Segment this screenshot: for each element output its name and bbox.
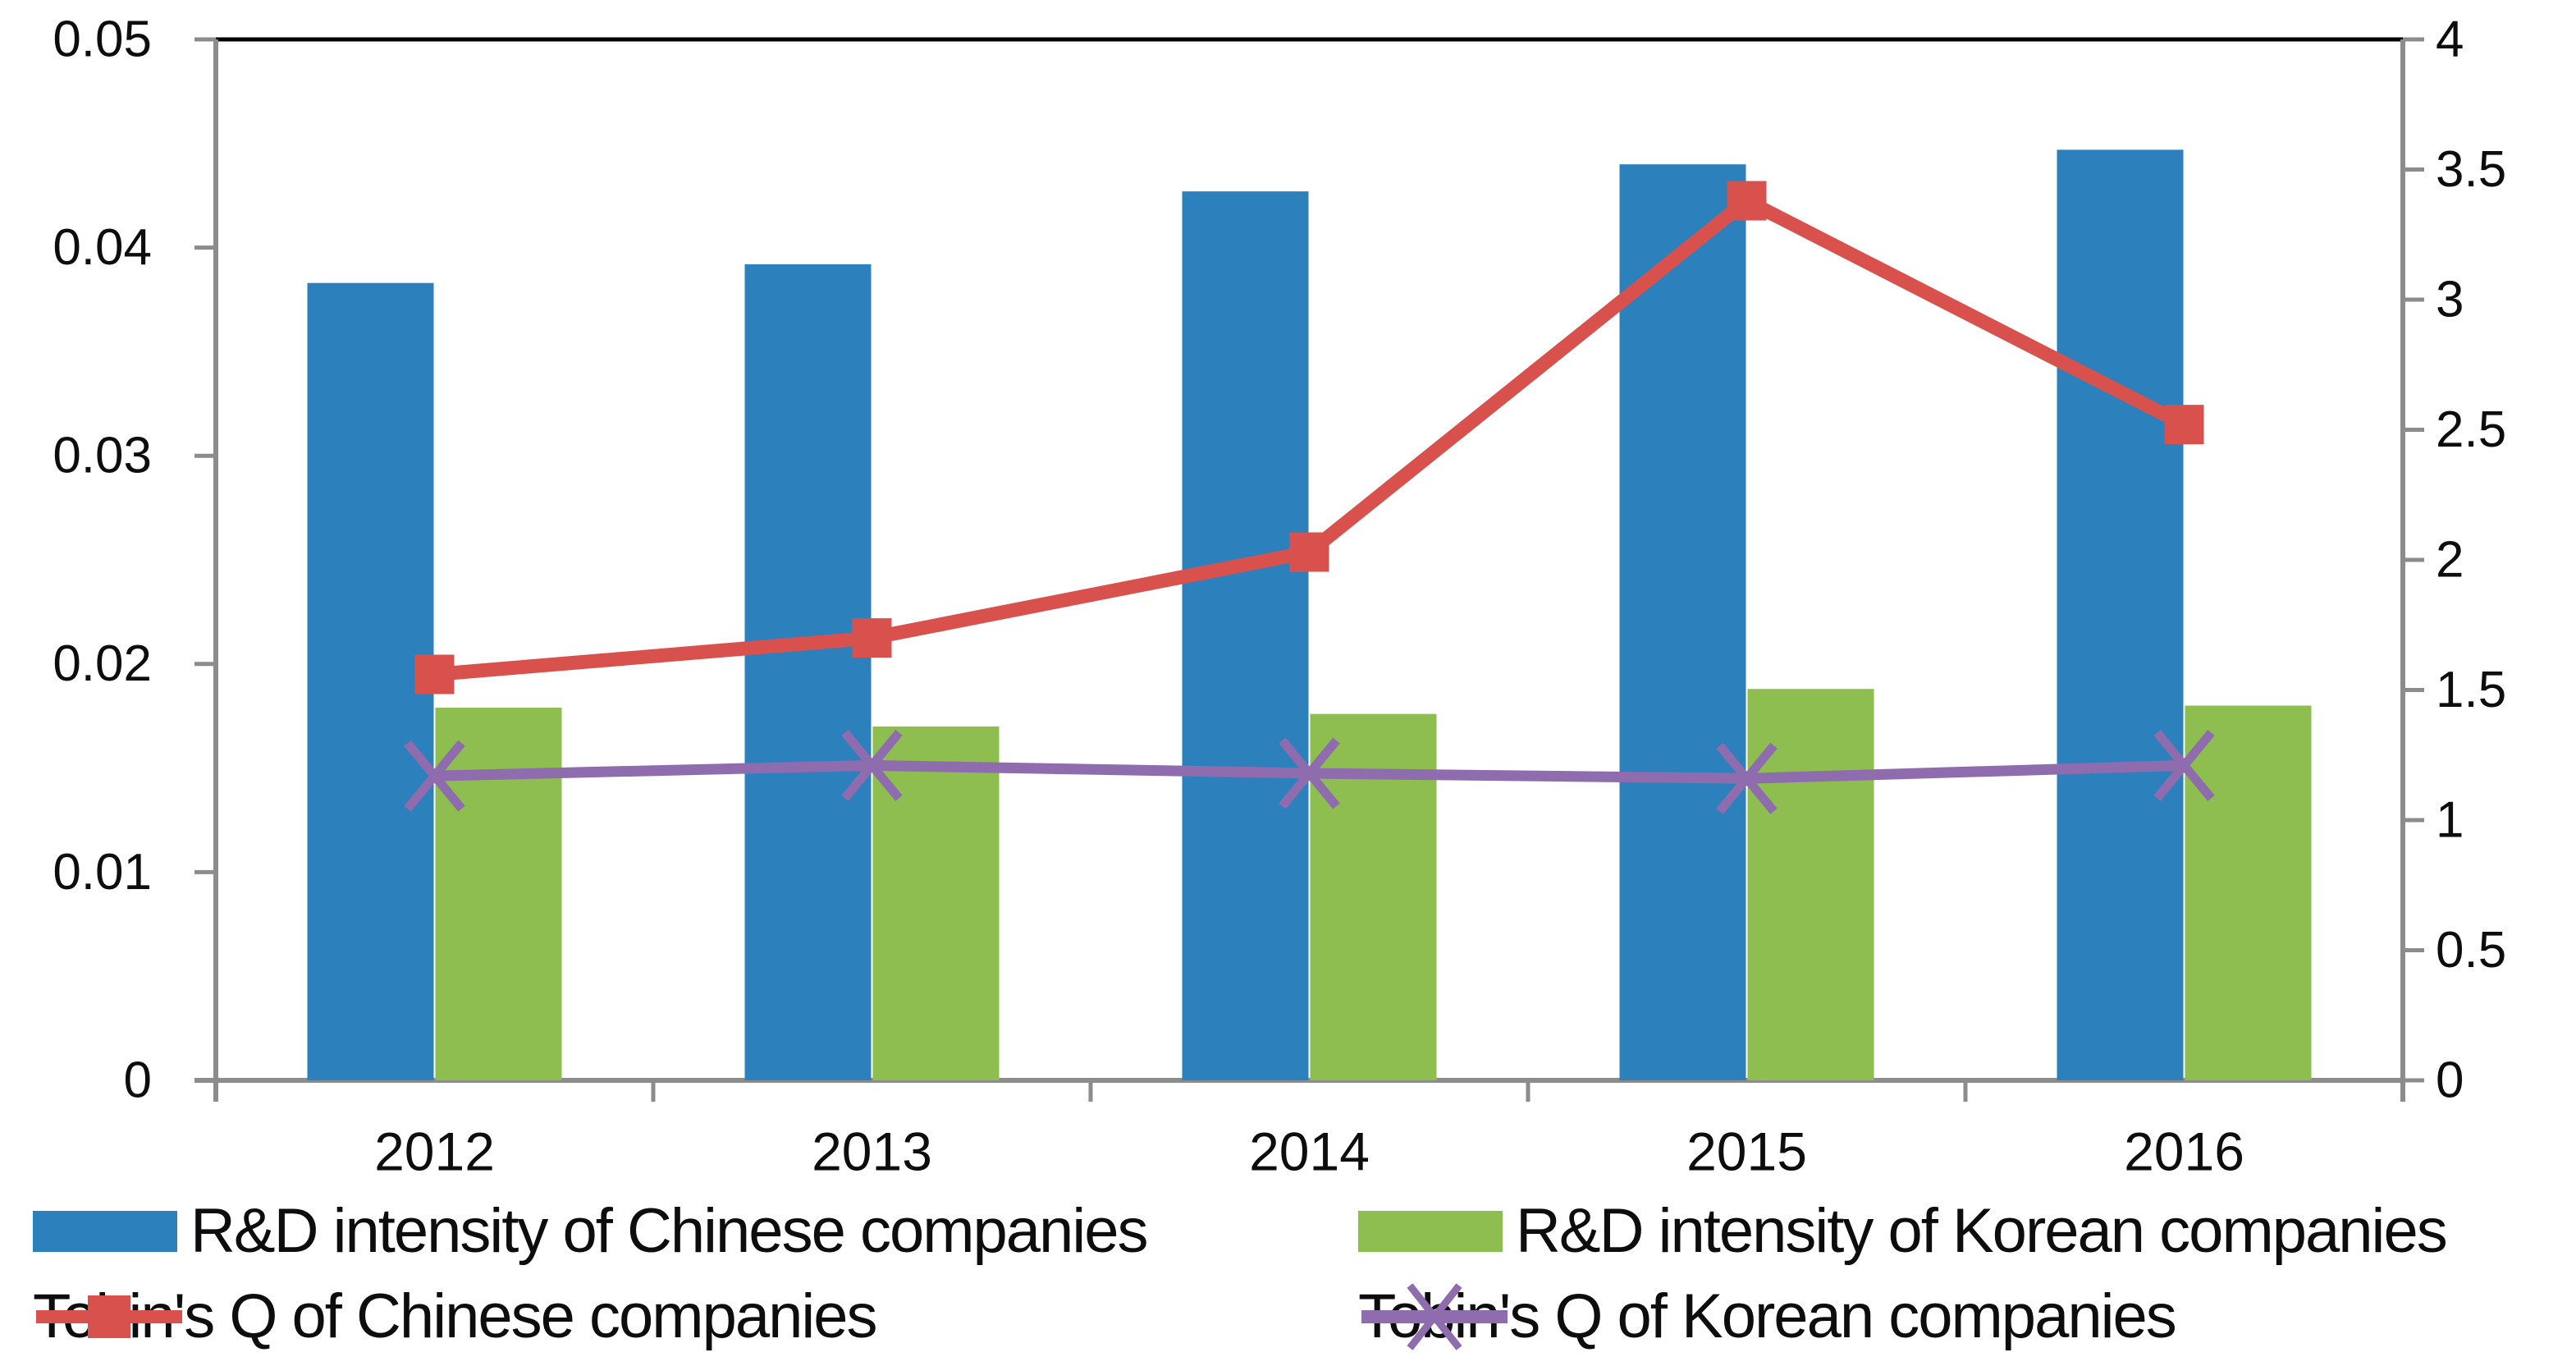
marker-tobin-s-q-of-chinese-companies-2012 (414, 654, 455, 695)
left-axis-tick-label: 0.04 (53, 219, 152, 276)
marker-tobin-s-q-of-chinese-companies-2014 (1289, 532, 1329, 572)
marker-tobin-s-q-of-korean-companies-2015 (1716, 742, 1778, 814)
x-axis-category-label: 2015 (1686, 1121, 1807, 1181)
right-axis-tick-label: 0 (2436, 1052, 2464, 1108)
right-axis-tick-label: 3.5 (2436, 141, 2506, 198)
legend-label-rnd-korean: R&D intensity of Korean companies (1516, 1196, 2448, 1266)
bar-r-d-intensity-of-chinese-companies-2013 (744, 264, 872, 1080)
x-axis-category-label: 2016 (2124, 1121, 2244, 1181)
legend-swatch-purple-line-x-marker (1361, 1283, 1508, 1350)
left-axis-tick-label: 0.02 (53, 635, 152, 692)
right-axis-tick-label: 4 (2436, 11, 2464, 67)
right-axis-tick-label: 1 (2436, 791, 2464, 848)
legend-x-marker (1407, 1283, 1462, 1350)
marker-tobin-s-q-of-chinese-companies-2013 (852, 618, 892, 658)
left-axis-tick-label: 0 (124, 1052, 152, 1108)
legend-square-marker (88, 1295, 130, 1338)
right-axis-tick-label: 2.5 (2436, 401, 2506, 458)
left-axis-tick-label: 0.03 (53, 428, 152, 484)
bar-r-d-intensity-of-korean-companies-2012 (435, 708, 562, 1080)
bar-r-d-intensity-of-chinese-companies-2016 (2057, 149, 2184, 1081)
bar-r-d-intensity-of-korean-companies-2016 (2185, 705, 2312, 1080)
marker-tobin-s-q-of-korean-companies-2014 (1279, 737, 1340, 809)
legend-item-rnd-chinese: R&D intensity of Chinese companies (33, 1192, 1148, 1271)
bar-r-d-intensity-of-korean-companies-2013 (872, 726, 1000, 1080)
legend-swatch-blue-bar (33, 1211, 177, 1252)
legend-item-tobinsq-korean: Tobin's Q of Korean companies (1358, 1277, 2177, 1356)
right-axis-tick-label: 2 (2436, 531, 2464, 588)
left-axis-tick-label: 0.05 (53, 11, 152, 67)
marker-tobin-s-q-of-chinese-companies-2016 (2164, 405, 2204, 445)
right-axis-tick-label: 1.5 (2436, 662, 2506, 718)
x-axis-category-label: 2013 (812, 1121, 932, 1181)
right-axis-tick-label: 3 (2436, 271, 2464, 328)
marker-tobin-s-q-of-korean-companies-2013 (841, 729, 903, 801)
legend-swatch-red-line-square-marker (36, 1295, 182, 1338)
x-axis-category-label: 2014 (1249, 1121, 1370, 1181)
bar-r-d-intensity-of-chinese-companies-2015 (1619, 164, 1746, 1080)
bar-r-d-intensity-of-chinese-companies-2014 (1182, 191, 1309, 1080)
marker-tobin-s-q-of-korean-companies-2016 (2153, 729, 2215, 801)
x-axis-category-label: 2012 (374, 1121, 495, 1181)
legend-item-rnd-korean: R&D intensity of Korean companies (1358, 1192, 2448, 1271)
legend-swatch-green-bar (1358, 1211, 1503, 1252)
marker-tobin-s-q-of-korean-companies-2012 (404, 740, 465, 812)
legend-label-rnd-chinese: R&D intensity of Chinese companies (190, 1196, 1148, 1266)
right-axis-tick-label: 0.5 (2436, 922, 2506, 979)
marker-tobin-s-q-of-chinese-companies-2015 (1727, 181, 1767, 221)
bar-r-d-intensity-of-chinese-companies-2012 (307, 282, 434, 1080)
line-tobin-s-q-of-chinese-companies (433, 192, 2188, 681)
legend-item-tobinsq-chinese: Tobin's Q of Chinese companies (33, 1277, 878, 1356)
left-axis-tick-label: 0.01 (53, 844, 152, 901)
